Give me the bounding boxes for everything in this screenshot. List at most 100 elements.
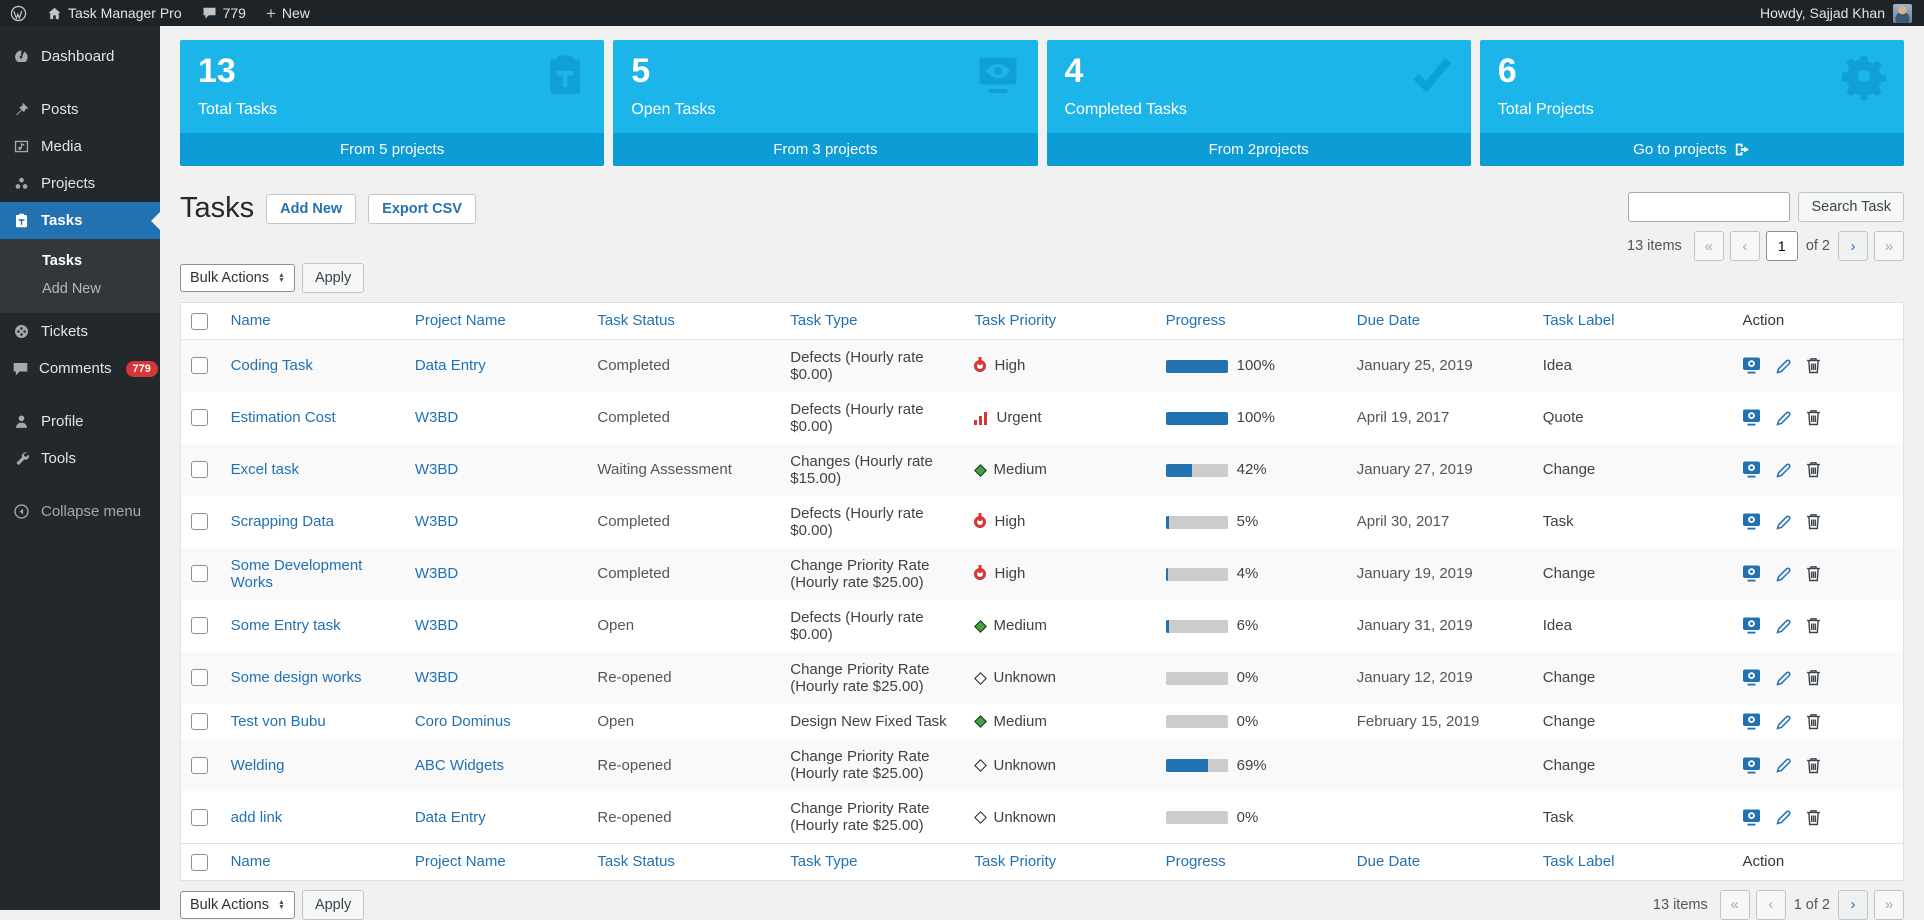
column-header-label[interactable]: Task Label [1533, 303, 1733, 339]
column-header-due[interactable]: Due Date [1347, 844, 1533, 880]
column-header-due[interactable]: Due Date [1347, 303, 1533, 339]
column-header-status[interactable]: Task Status [587, 844, 780, 880]
row-checkbox[interactable] [191, 357, 208, 374]
add-new-button[interactable]: Add New [266, 194, 356, 224]
task-name-link[interactable]: add link [231, 809, 283, 826]
submenu-item-add-new[interactable]: Add New [0, 275, 160, 303]
edit-icon[interactable] [1776, 462, 1792, 478]
sidebar-item-comments[interactable]: Comments 779 [0, 350, 160, 387]
project-name-link[interactable]: W3BD [415, 461, 458, 478]
row-checkbox[interactable] [191, 713, 208, 730]
export-csv-button[interactable]: Export CSV [368, 194, 476, 224]
first-page-button[interactable]: « [1694, 231, 1724, 261]
view-icon[interactable] [1742, 513, 1761, 530]
edit-icon[interactable] [1776, 809, 1792, 825]
project-name-link[interactable]: Coro Dominus [415, 713, 511, 730]
delete-icon[interactable] [1806, 565, 1821, 582]
edit-icon[interactable] [1776, 410, 1792, 426]
task-name-link[interactable]: Excel task [231, 461, 299, 478]
admin-bar-comments[interactable]: 779 [192, 0, 256, 26]
view-icon[interactable] [1742, 809, 1761, 826]
delete-icon[interactable] [1806, 669, 1821, 686]
edit-icon[interactable] [1776, 757, 1792, 773]
edit-icon[interactable] [1776, 566, 1792, 582]
account-menu[interactable]: Howdy, Sajjad Khan [1748, 4, 1924, 23]
column-header-name[interactable]: Name [221, 303, 405, 339]
delete-icon[interactable] [1806, 809, 1821, 826]
column-header-type[interactable]: Task Type [780, 844, 964, 880]
bulk-actions-select[interactable]: Bulk Actions ▲▼ [180, 264, 295, 292]
view-icon[interactable] [1742, 617, 1761, 634]
go-to-projects-link[interactable]: Go to projects [1480, 133, 1904, 166]
sidebar-item-media[interactable]: Media [0, 128, 160, 165]
column-header-name[interactable]: Name [221, 844, 405, 880]
view-icon[interactable] [1742, 461, 1761, 478]
submenu-item-tasks[interactable]: Tasks [0, 247, 160, 275]
task-name-link[interactable]: Estimation Cost [231, 409, 336, 426]
delete-icon[interactable] [1806, 357, 1821, 374]
column-header-status[interactable]: Task Status [587, 303, 780, 339]
delete-icon[interactable] [1806, 461, 1821, 478]
last-page-button[interactable]: » [1874, 890, 1904, 920]
column-header-progress[interactable]: Progress [1156, 844, 1347, 880]
delete-icon[interactable] [1806, 713, 1821, 730]
card-footer-link[interactable]: From 3 projects [613, 133, 1037, 166]
sidebar-item-projects[interactable]: Projects [0, 165, 160, 202]
row-checkbox[interactable] [191, 409, 208, 426]
select-all-checkbox[interactable] [191, 854, 208, 871]
project-name-link[interactable]: Data Entry [415, 809, 486, 826]
row-checkbox[interactable] [191, 669, 208, 686]
next-page-button[interactable]: › [1838, 890, 1868, 920]
edit-icon[interactable] [1776, 514, 1792, 530]
edit-icon[interactable] [1776, 358, 1792, 374]
delete-icon[interactable] [1806, 513, 1821, 530]
column-header-label[interactable]: Task Label [1533, 844, 1733, 880]
card-footer-link[interactable]: From 5 projects [180, 133, 604, 166]
task-name-link[interactable]: Welding [231, 757, 285, 774]
sidebar-item-tickets[interactable]: Tickets [0, 313, 160, 350]
view-icon[interactable] [1742, 713, 1761, 730]
delete-icon[interactable] [1806, 409, 1821, 426]
project-name-link[interactable]: W3BD [415, 409, 458, 426]
task-name-link[interactable]: Test von Bubu [231, 713, 326, 730]
project-name-link[interactable]: W3BD [415, 513, 458, 530]
edit-icon[interactable] [1776, 714, 1792, 730]
column-header-progress[interactable]: Progress [1156, 303, 1347, 339]
sidebar-item-dashboard[interactable]: Dashboard [0, 38, 160, 75]
sidebar-item-profile[interactable]: Profile [0, 403, 160, 440]
task-name-link[interactable]: Some design works [231, 669, 362, 686]
project-name-link[interactable]: W3BD [415, 617, 458, 634]
column-header-priority[interactable]: Task Priority [964, 844, 1155, 880]
search-input[interactable] [1628, 192, 1790, 222]
search-task-button[interactable]: Search Task [1798, 192, 1904, 222]
project-name-link[interactable]: ABC Widgets [415, 757, 504, 774]
first-page-button[interactable]: « [1720, 890, 1750, 920]
view-icon[interactable] [1742, 409, 1761, 426]
row-checkbox[interactable] [191, 513, 208, 530]
wordpress-logo[interactable] [0, 0, 37, 26]
column-header-type[interactable]: Task Type [780, 303, 964, 339]
project-name-link[interactable]: W3BD [415, 565, 458, 582]
project-name-link[interactable]: Data Entry [415, 357, 486, 374]
column-header-priority[interactable]: Task Priority [964, 303, 1155, 339]
prev-page-button[interactable]: ‹ [1730, 231, 1760, 261]
row-checkbox[interactable] [191, 757, 208, 774]
current-page-input[interactable] [1766, 231, 1798, 261]
new-content-menu[interactable]: + New [256, 0, 320, 26]
view-icon[interactable] [1742, 565, 1761, 582]
row-checkbox[interactable] [191, 565, 208, 582]
card-footer-link[interactable]: From 2projects [1047, 133, 1471, 166]
delete-icon[interactable] [1806, 617, 1821, 634]
edit-icon[interactable] [1776, 670, 1792, 686]
view-icon[interactable] [1742, 357, 1761, 374]
site-name-menu[interactable]: Task Manager Pro [37, 0, 192, 26]
sidebar-item-tasks[interactable]: Tasks [0, 202, 160, 239]
row-checkbox[interactable] [191, 809, 208, 826]
sidebar-item-posts[interactable]: Posts [0, 91, 160, 128]
next-page-button[interactable]: › [1838, 231, 1868, 261]
apply-button[interactable]: Apply [302, 890, 364, 920]
select-all-checkbox[interactable] [191, 313, 208, 330]
task-name-link[interactable]: Coding Task [231, 357, 313, 374]
project-name-link[interactable]: W3BD [415, 669, 458, 686]
sidebar-item-tools[interactable]: Tools [0, 440, 160, 477]
